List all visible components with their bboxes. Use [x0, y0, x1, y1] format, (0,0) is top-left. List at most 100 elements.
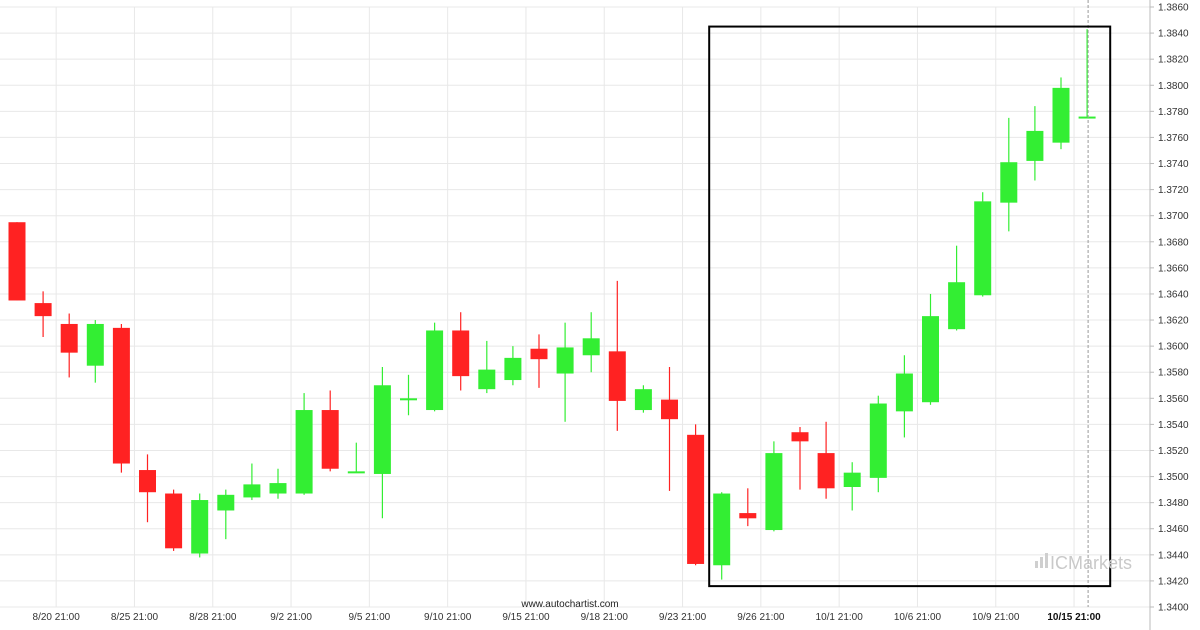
candle [791, 427, 809, 490]
candle-body [321, 410, 339, 469]
candle-body [452, 330, 470, 377]
y-tick-label: 1.3860 [1158, 3, 1189, 14]
candle-body [739, 513, 757, 519]
candle-body [504, 357, 522, 381]
candle-body [217, 494, 235, 511]
candle [661, 367, 678, 491]
y-tick-label: 1.3440 [1158, 550, 1189, 561]
y-tick-label: 1.3420 [1158, 576, 1189, 587]
candle [112, 323, 130, 473]
x-tick-label: 9/26 21:00 [737, 612, 785, 623]
y-tick-label: 1.3700 [1158, 211, 1189, 222]
candle-body [478, 369, 496, 390]
y-tick-label: 1.3740 [1158, 159, 1189, 170]
x-tick-label: 10/15 21:00 [1047, 612, 1101, 623]
candle-body [373, 385, 391, 474]
y-tick-label: 1.3720 [1158, 185, 1189, 196]
candle [243, 463, 261, 501]
candle [504, 346, 522, 386]
x-tick-label: 9/10 21:00 [424, 612, 472, 623]
y-tick-label: 1.3540 [1158, 420, 1189, 431]
brand-bar-2 [1040, 557, 1043, 568]
candle-body [1052, 87, 1070, 143]
candle-body [60, 323, 78, 353]
y-tick-label: 1.3500 [1158, 472, 1189, 483]
x-tick-label: 9/2 21:00 [270, 612, 312, 623]
brand-bar-1 [1035, 561, 1038, 568]
candle [1026, 106, 1044, 181]
candle-body [582, 338, 600, 356]
y-tick-label: 1.3480 [1158, 498, 1189, 509]
candle-body [869, 403, 887, 478]
candle [582, 312, 600, 373]
y-tick-label: 1.3660 [1158, 263, 1189, 274]
x-tick-label: 9/18 21:00 [581, 612, 629, 623]
candle-body [165, 493, 183, 549]
candle-body [400, 398, 417, 401]
candle [843, 462, 861, 511]
pattern-highlight-box [708, 25, 1112, 588]
y-tick-label: 1.3600 [1158, 342, 1189, 353]
brand-name: ICMarkets [1050, 553, 1132, 573]
candle [426, 322, 444, 412]
y-tick-label: 1.3760 [1158, 133, 1189, 144]
candle-body [1000, 162, 1018, 203]
candles [8, 29, 1096, 580]
brand-logo: ICMarkets [1035, 553, 1132, 573]
candle [347, 442, 365, 474]
y-tick-label: 1.3800 [1158, 81, 1189, 92]
x-tick-label: 8/28 21:00 [189, 612, 237, 623]
candle-body [139, 470, 156, 493]
candle-body [86, 323, 104, 366]
candle [34, 291, 52, 337]
candle [60, 313, 78, 378]
candle-body [1078, 116, 1096, 119]
y-tick-label: 1.3560 [1158, 394, 1189, 405]
x-tick-label: 9/23 21:00 [659, 612, 707, 623]
overlay [708, 0, 1112, 607]
candle-body [556, 347, 574, 374]
y-tick-label: 1.3580 [1158, 368, 1189, 379]
candle-body [843, 472, 861, 487]
x-tick-label: 9/5 21:00 [348, 612, 390, 623]
candle [922, 293, 939, 405]
grid-lines [0, 6, 1150, 608]
candle [869, 395, 887, 493]
candle-body [191, 500, 209, 554]
source-watermark: www.autochartist.com [520, 599, 618, 610]
candle-body [34, 303, 52, 317]
candle [1000, 117, 1018, 232]
brand-bar-3 [1045, 553, 1048, 568]
candle-body [426, 330, 444, 411]
candle-body [895, 373, 913, 412]
y-tick-label: 1.3520 [1158, 446, 1189, 457]
x-tick-label: 10/6 21:00 [894, 612, 942, 623]
candle [217, 489, 235, 540]
candle [713, 492, 731, 580]
candle [556, 322, 574, 422]
candle [165, 489, 183, 551]
candle [452, 312, 470, 391]
candle [478, 340, 496, 394]
x-tick-label: 10/9 21:00 [972, 612, 1020, 623]
candle [191, 493, 209, 558]
x-tick-label: 10/1 21:00 [816, 612, 864, 623]
y-tick-label: 1.3680 [1158, 237, 1189, 248]
x-tick-label: 9/15 21:00 [502, 612, 550, 623]
candle-body [791, 432, 809, 442]
candle-body [347, 471, 365, 474]
candle-body [713, 493, 731, 566]
x-tick-label: 8/20 21:00 [33, 612, 81, 623]
x-tick-label: 8/25 21:00 [111, 612, 159, 623]
candle-body [295, 410, 313, 494]
y-tick-label: 1.3620 [1158, 316, 1189, 327]
candle-body [530, 348, 548, 360]
candle [895, 355, 913, 438]
candle-body [634, 389, 652, 411]
candle-body [687, 434, 705, 564]
candle [739, 488, 757, 527]
y-tick-label: 1.3400 [1158, 603, 1189, 614]
candle-body [948, 282, 966, 330]
y-tick-label: 1.3460 [1158, 524, 1189, 535]
